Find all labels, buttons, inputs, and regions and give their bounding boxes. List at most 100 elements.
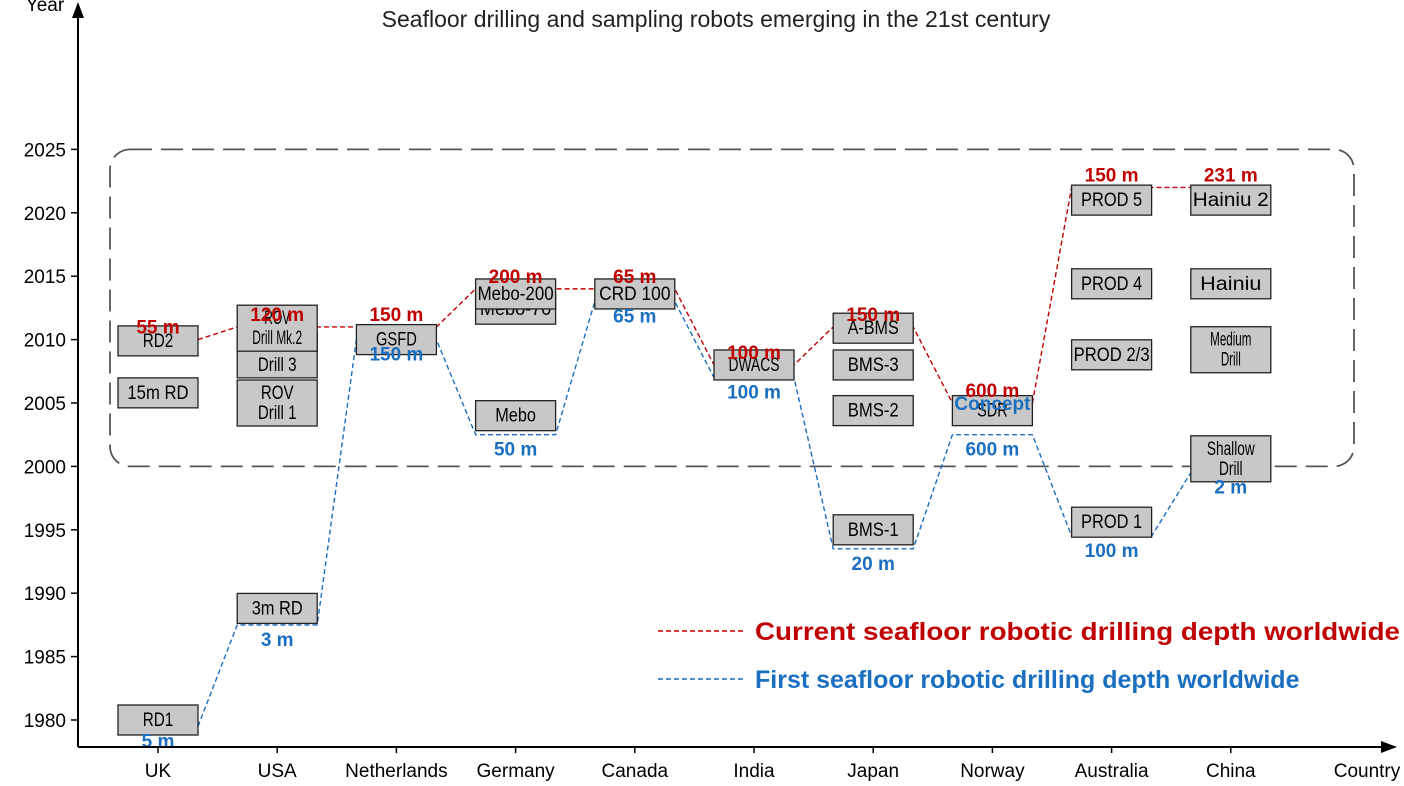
current-depth-label-japan: 150 m (846, 305, 900, 326)
x-tick-label-japan: Japan (847, 761, 899, 782)
robot-box-rect (236, 379, 318, 427)
robot-name-line: PROD 2/3 (1074, 345, 1150, 366)
robot-box-rect (236, 592, 318, 625)
current-depth-label-india: 100 m (727, 343, 781, 364)
first-depth-label-china: 2 m (1214, 478, 1247, 499)
robot-box-rect (1190, 268, 1272, 300)
robot-name-line: PROD 5 (1081, 190, 1142, 211)
robot-box-bms-2: BMS-2 (832, 394, 914, 427)
robot-name: PROD 1 (1081, 512, 1142, 533)
robot-name-line: Drill (1221, 350, 1241, 371)
robot-name-line: PROD 1 (1081, 512, 1142, 533)
robot-name-line: CRD 100 (599, 284, 670, 305)
robot-name: PROD 4 (1081, 274, 1143, 295)
y-tick-label-2020: 2020 (24, 204, 66, 225)
robot-box-medium-drill: Medium Drill (1190, 326, 1272, 374)
robot-box-hainiu: Hainiu (1190, 268, 1272, 300)
y-axis-title: Year (26, 0, 65, 16)
robot-name-line: Mebo (495, 406, 536, 427)
robot-name: ROV Drill 1 (258, 383, 297, 424)
current-depth-label-usa: 120 m (250, 305, 304, 326)
robot-box-rect (1070, 268, 1153, 300)
robot-box-rect (355, 323, 438, 356)
x-tick-label-norway: Norway (960, 761, 1025, 782)
robot-box-rect (832, 514, 914, 546)
first-depth-label-netherlands: 150 m (369, 345, 423, 366)
current-depth-label-china: 231 m (1204, 165, 1258, 186)
robot-box-rect (832, 349, 914, 381)
robot-name: GSFD (376, 330, 417, 351)
robot-box-prod-1: PROD 1 (1070, 506, 1153, 538)
robot-name: PROD 2/3 (1074, 345, 1150, 366)
robot-name-line: RD1 (143, 710, 174, 731)
robot-box-gsfd: GSFD (355, 323, 438, 356)
robot-box-rect (236, 304, 318, 352)
x-tick-label-india: India (733, 761, 775, 782)
series-line-current (118, 186, 1271, 404)
robot-box-dwacs: DWACS (713, 349, 795, 381)
legend-item-first: First seafloor robotic drilling depth wo… (658, 666, 1300, 694)
robot-box-rect (1070, 339, 1153, 371)
robot-name: Hainiu 2 (1193, 190, 1269, 211)
first-depth-label-norway: 600 m (965, 440, 1019, 461)
x-tick-label-usa: USA (258, 761, 297, 782)
robot-box-rect (713, 349, 795, 381)
robot-name: BMS-3 (848, 355, 899, 376)
robot-name-line: SDR (977, 401, 1008, 422)
legend-label: First seafloor robotic drilling depth wo… (755, 666, 1300, 694)
robot-name-line: GSFD (376, 330, 417, 351)
robot-name: DWACS (729, 355, 780, 376)
robot-box-rect (1190, 435, 1272, 483)
x-tick-label-australia: Australia (1075, 761, 1149, 782)
x-axis-title: Country (1334, 761, 1401, 782)
robot-name-line: ROV (261, 383, 294, 404)
current-depth-label-canada: 65 m (613, 267, 656, 288)
robot-name-line: BMS-2 (848, 401, 899, 422)
robot-box-prod-2-3: PROD 2/3 (1070, 339, 1153, 371)
series-line-first (118, 300, 1271, 728)
robot-name: Hainiu (1200, 274, 1261, 295)
series-lines-layer (118, 186, 1271, 728)
robot-name: BMS-1 (848, 520, 899, 541)
current-depth-label-uk: 55 m (136, 318, 179, 339)
robot-box-rect (474, 400, 557, 432)
y-tick-label-1985: 1985 (24, 648, 66, 669)
robot-name-line: Medium (1210, 330, 1251, 351)
y-tick-label-1995: 1995 (24, 521, 66, 542)
robot-box-prod-5: PROD 5 (1070, 184, 1153, 216)
robot-name: A-BMS (848, 318, 899, 339)
robot-box-rect (474, 278, 557, 310)
robot-name: Mebo-200 (478, 284, 554, 305)
robot-name-line: RD2 (143, 331, 174, 352)
robot-name: Shallow Drill (1207, 439, 1255, 480)
robot-box-shallow-drill: Shallow Drill (1190, 435, 1272, 483)
first-depth-label-canada: 65 m (613, 307, 656, 328)
robot-box-mebo-200: Mebo-200 (474, 278, 557, 310)
robot-name-line: Mebo-200 (478, 284, 554, 305)
robot-name: Mebo (495, 406, 536, 427)
first-depth-label-australia: 100 m (1085, 541, 1139, 562)
current-depth-label-netherlands: 150 m (369, 305, 423, 326)
era-frame-layer (109, 148, 1355, 468)
robot-box-rect (1070, 184, 1153, 216)
robot-box-prod-4: PROD 4 (1070, 268, 1153, 300)
robot-box-3m-rd: 3m RD (236, 592, 318, 625)
robot-name-line: PROD 4 (1081, 274, 1143, 295)
robot-name-line: BMS-3 (848, 355, 899, 376)
y-tick-label-2025: 2025 (24, 140, 66, 161)
y-tick-label-2005: 2005 (24, 394, 66, 415)
robot-name-line: Drill Mk.2 (252, 328, 302, 349)
axes-layer: 1980 1985 1990 1995 2000 2005 2010 2015 2020 2025… (24, 2, 1397, 782)
robot-box-15m-rd: 15m RD (117, 377, 199, 409)
x-axis-arrow (1381, 741, 1397, 753)
robot-box-rect (832, 394, 914, 427)
robot-box-rect (117, 704, 199, 736)
legend-item-current: Current seafloor robotic drilling depth … (658, 618, 1400, 646)
x-tick-label-china: China (1206, 761, 1256, 782)
robot-box-hainiu-2: Hainiu 2 (1190, 184, 1272, 216)
robot-box-mebo: Mebo (474, 400, 557, 432)
robot-box-rect (951, 394, 1034, 427)
y-tick-label-1980: 1980 (24, 711, 66, 732)
robot-name-line: Drill 1 (258, 403, 297, 424)
